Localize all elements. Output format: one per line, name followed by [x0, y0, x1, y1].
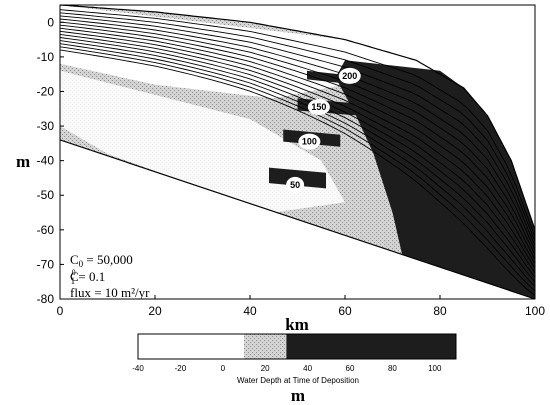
x-tick-label: 0 — [57, 304, 64, 318]
colorbar-tick-label: 100 — [428, 364, 442, 373]
base-surface — [60, 139, 535, 299]
time-label-bg — [286, 176, 305, 193]
isochron-line-11 — [60, 40, 535, 283]
param-flux: flux = 10 m²/yr — [70, 285, 150, 300]
isochron-line-6 — [60, 24, 535, 260]
time-label-bg — [298, 133, 321, 150]
time-label: 150 — [311, 102, 326, 112]
isochron-line-4 — [60, 18, 535, 251]
time-label: 100 — [302, 137, 317, 147]
time-label-bg — [338, 67, 361, 84]
isochron-line-9 — [60, 33, 535, 274]
y-tick-label: -20 — [37, 84, 55, 98]
isochron-line-3 — [60, 15, 535, 246]
param-c0: C0 = 50,000 — [70, 252, 133, 269]
isochron-line-10 — [60, 37, 535, 278]
shoreface-facies — [335, 60, 535, 299]
isochron-line-7 — [60, 27, 535, 265]
time-label: 50 — [290, 180, 300, 190]
x-tick-label: 20 — [148, 304, 162, 318]
y-tick-label: -70 — [37, 257, 55, 271]
y-tick-label: -10 — [37, 50, 55, 64]
y-tick-label: 0 — [47, 15, 54, 29]
time-label: 200 — [342, 71, 357, 81]
colorbar: -40 -20 0 20 40 60 80 100 — [132, 333, 457, 373]
parameter-text: C0 = 50,000 C0 1 = 0.1 flux = 10 m²/yr — [70, 252, 150, 300]
colorbar-class-1 — [138, 334, 244, 359]
colorbar-tick-label: 60 — [346, 364, 355, 373]
y-axis-label: m — [16, 152, 30, 171]
colorbar-tick-label: 80 — [388, 364, 397, 373]
isochron-line-12 — [60, 43, 535, 287]
colorbar-frame — [137, 333, 457, 360]
isochron-line-1 — [60, 9, 535, 237]
chart-lines — [60, 5, 535, 299]
time-labels: 200 150 100 50 — [286, 67, 361, 193]
x-tick-label: 40 — [243, 304, 257, 318]
y-tick-label: -30 — [37, 119, 55, 133]
y-tick-label: -50 — [37, 188, 55, 202]
isochron-line-5 — [60, 21, 535, 255]
colorbar-class-3 — [286, 334, 456, 359]
colorbar-tick-label: -20 — [175, 364, 187, 373]
plot-frame — [59, 4, 536, 300]
colorbar-unit: m — [291, 386, 305, 405]
colorbar-label: Water Depth at Time of Deposition — [237, 376, 359, 385]
y-tick-label: -40 — [37, 154, 55, 168]
x-tick-label: 80 — [433, 304, 447, 318]
top-surface — [60, 5, 535, 230]
param-c1: C0 1 = 0.1 — [70, 268, 105, 286]
y-tick-label: -60 — [37, 223, 55, 237]
y-tick-label: -80 — [37, 292, 55, 306]
isochron-line-8 — [60, 30, 535, 269]
isochron-line-13 — [60, 46, 535, 292]
time-label-bg — [307, 99, 330, 116]
x-tick-label: 60 — [338, 304, 352, 318]
x-tick-label: 100 — [525, 304, 545, 318]
x-axis-label: km — [285, 315, 309, 334]
axis-ticks: 0 20 40 60 80 100 0 -10 -20 -30 -40 -50 -60 -70 -80 — [37, 15, 546, 318]
isochron-line-2 — [60, 12, 535, 242]
colorbar-tick-label: -40 — [132, 364, 144, 373]
colorbar-tick-label: 40 — [303, 364, 312, 373]
colorbar-tick-label: 0 — [221, 364, 226, 373]
isochron-line-14 — [60, 49, 535, 296]
colorbar-class-2 — [244, 334, 287, 359]
colorbar-tick-label: 20 — [261, 364, 270, 373]
